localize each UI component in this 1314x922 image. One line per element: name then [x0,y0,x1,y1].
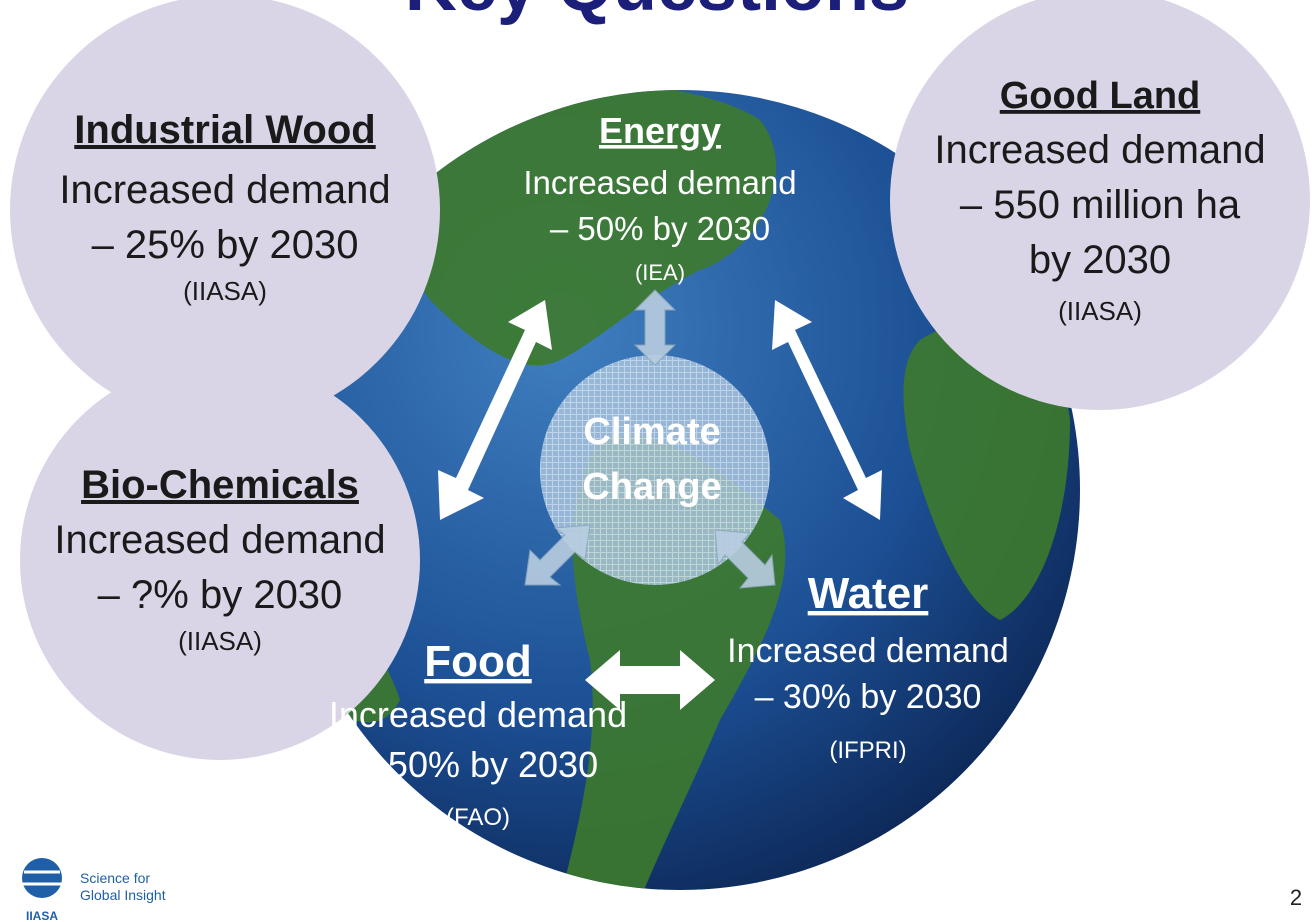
node-heading: Industrial Wood [74,108,375,152]
node-line: – 30% by 2030 [755,678,982,716]
center-label: Climate [583,411,720,453]
bubble [10,0,440,425]
node-line: – 25% by 2030 [92,223,359,267]
node-line: Increased demand [727,632,1009,670]
logo-globe [22,858,62,898]
node-line: Increased demand [523,164,796,201]
node-line: Increased demand [329,694,627,735]
logo: Science for Global Insight IIASA [22,858,166,922]
node-line: Increased demand [934,128,1265,172]
climate-circle [540,355,770,585]
arrows [438,300,882,710]
node-heading: Water [808,569,929,618]
node-heading: Bio-Chemicals [81,463,359,507]
node-line: by 2030 [1029,238,1171,282]
node-line: Increased demand [59,168,390,212]
node-line: Increased demand [54,518,385,562]
node-line: – 550 million ha [960,183,1241,227]
node-source: (IIASA) [178,626,262,656]
center-label: Change [582,466,721,508]
page-number: 2 [1290,885,1302,910]
double-arrow [585,650,715,710]
node-line: – 50% by 2030 [550,210,770,247]
node-heading: Food [424,637,532,686]
logo-text: Science for [80,870,150,886]
double-arrow [438,300,552,520]
small-arrow [633,289,677,366]
small-arrow [524,524,591,586]
node-source: (IIASA) [1058,296,1142,326]
node-source: (FAO) [446,804,510,831]
logo-mark: IIASA [26,909,58,922]
node-heading: Energy [599,110,721,151]
node-line: – 50% by 2030 [358,744,598,785]
small-arrow [714,529,776,589]
node-line: – ?% by 2030 [98,573,343,617]
double-arrow [772,300,882,520]
slide-title: Key Questions [405,0,909,26]
logo-text: Global Insight [80,887,166,903]
bubble [20,360,420,760]
small-arrows [524,289,776,589]
node-source: (IIASA) [183,276,267,306]
node-heading: Good Land [1000,75,1201,117]
node-source: (IFPRI) [829,737,906,764]
node-source: (IEA) [635,260,685,285]
bubble [890,0,1310,410]
